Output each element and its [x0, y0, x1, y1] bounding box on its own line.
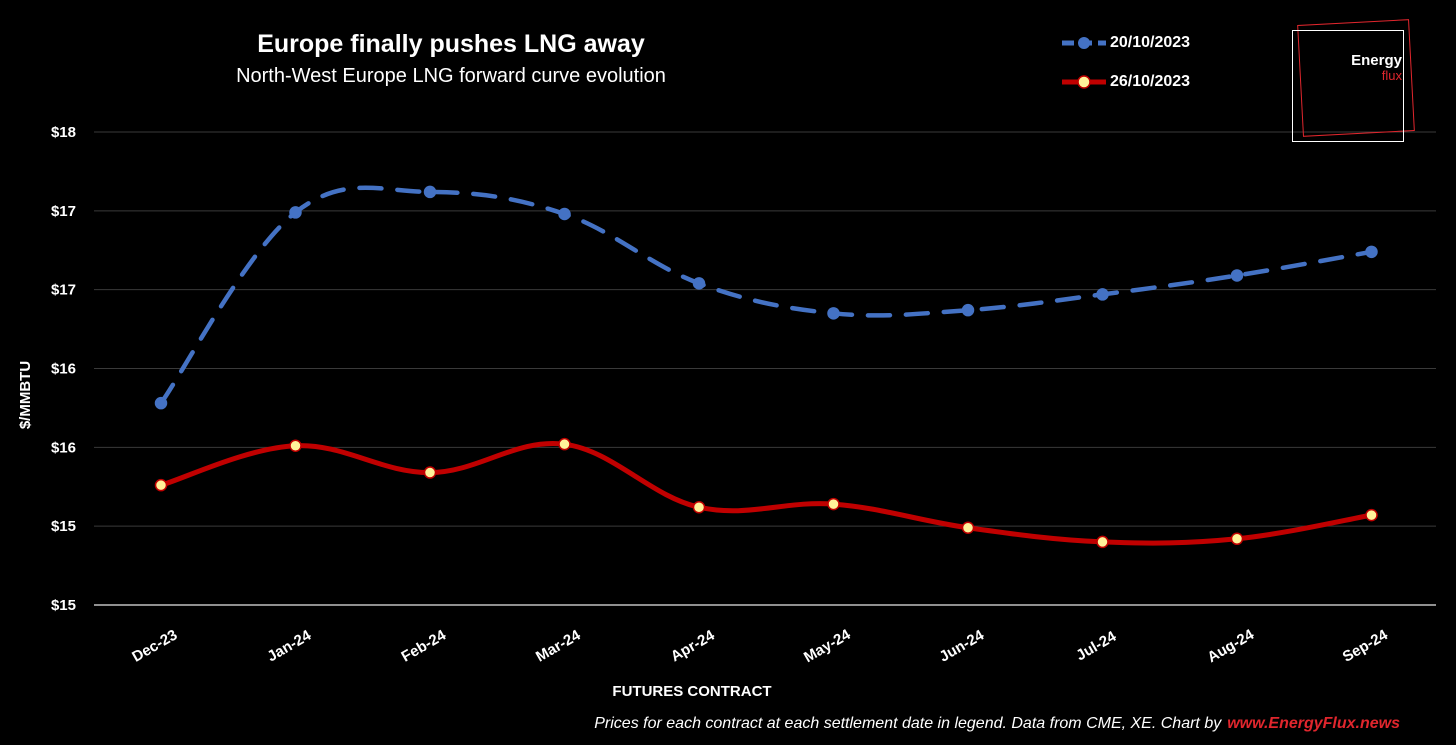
x-tick-label: Dec-23: [129, 626, 180, 665]
data-point: [558, 437, 571, 451]
x-tick-label: Jun-24: [937, 626, 988, 665]
y-axis-label: $/MMBTU: [17, 361, 34, 429]
logo-frame-white: [1292, 30, 1404, 142]
data-point: [961, 303, 975, 317]
x-axis-ticks: Dec-23 Jan-24 Feb-24 Mar-24 Apr-24 May-24 Jun-…: [129, 626, 1391, 666]
data-point: [1096, 535, 1109, 549]
data-point: [1096, 288, 1109, 301]
x-tick-label: Jan-24: [264, 627, 314, 666]
data-point: [558, 207, 571, 221]
logo-text-flux: flux: [1381, 68, 1402, 83]
x-tick-label: Jul-24: [1073, 628, 1120, 665]
source-note: Prices for each contract at each settlem…: [594, 715, 1400, 733]
source-link[interactable]: www.EnergyFlux.news: [1227, 715, 1400, 732]
data-point: [1365, 508, 1378, 522]
y-tick-label: $18: [51, 124, 76, 141]
chart-subtitle: North-West Europe LNG forward curve evol…: [236, 65, 666, 87]
x-tick-label: Feb-24: [399, 626, 450, 665]
y-tick-label: $15: [51, 597, 76, 614]
y-tick-label: $15: [51, 518, 76, 535]
y-tick-label: $17: [51, 282, 76, 299]
data-point: [692, 500, 706, 514]
data-point: [423, 185, 437, 199]
data-point: [423, 466, 437, 479]
data-point: [154, 478, 168, 492]
chart-title: Europe finally pushes LNG away: [257, 30, 645, 58]
data-point: [827, 307, 840, 320]
data-point: [692, 277, 706, 290]
data-point: [827, 497, 840, 511]
source-note-text: Prices for each contract at each settlem…: [594, 715, 1222, 732]
x-tick-label: Mar-24: [533, 626, 584, 665]
series-line-2: [158, 440, 1374, 546]
y-tick-label: $16: [51, 361, 76, 378]
data-point: [961, 521, 975, 534]
logo-text-energy: Energy: [1351, 52, 1402, 69]
data-point: [1230, 269, 1244, 282]
y-axis-ticks: $15 $15 $16 $16 $17 $17 $18: [51, 124, 76, 614]
legend-marker-dashed-blue: [1062, 37, 1106, 49]
series-line-1: [158, 185, 1374, 406]
x-tick-label: Aug-24: [1204, 626, 1257, 666]
x-tick-label: Apr-24: [668, 627, 718, 666]
legend-label: 20/10/2023: [1110, 34, 1191, 51]
series-points: [154, 185, 1378, 549]
legend-item-26-10-2023: 26/10/2023: [1060, 70, 1190, 94]
x-axis-label: FUTURES CONTRACT: [612, 683, 771, 700]
data-point: [1230, 532, 1244, 546]
series-lines: [158, 185, 1374, 546]
legend-marker-solid-red: [1062, 75, 1106, 89]
data-point: [154, 396, 168, 410]
y-tick-label: $17: [51, 203, 76, 220]
x-tick-label: May-24: [801, 626, 854, 666]
energyflux-logo: Energy flux: [1292, 18, 1416, 142]
x-tick-label: Sep-24: [1340, 626, 1392, 666]
y-tick-label: $16: [51, 439, 76, 456]
data-point: [289, 439, 302, 453]
legend-item-20-10-2023: 20/10/2023: [1060, 31, 1190, 55]
data-point: [1365, 245, 1378, 259]
data-point: [289, 206, 302, 219]
legend-label: 26/10/2023: [1110, 73, 1191, 90]
